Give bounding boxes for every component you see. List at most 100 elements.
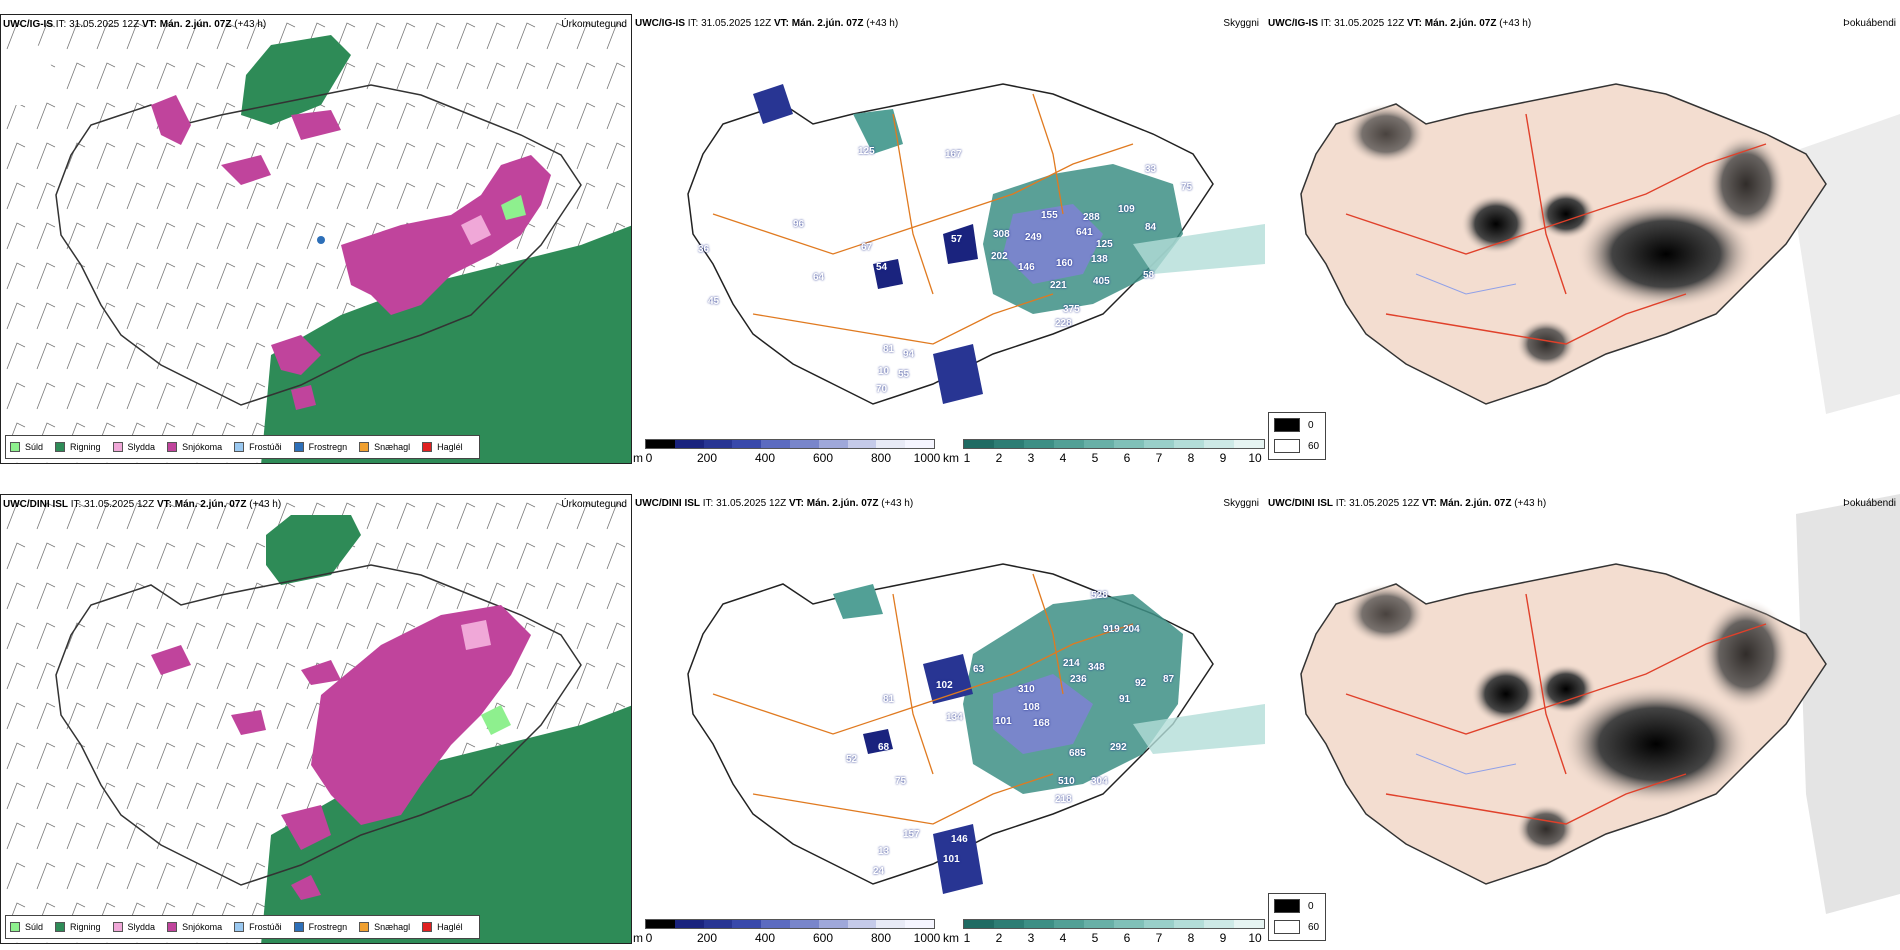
legend-swatch (55, 442, 66, 452)
legend-swatch (55, 922, 66, 932)
vt-label: VT: (141, 19, 157, 30)
tick-label: 200 (696, 451, 718, 465)
ceiling-label: 204 (1123, 624, 1140, 635)
legend-swatch (1274, 439, 1300, 453)
legend-label: Snæhagl (374, 442, 411, 452)
ceiling-label: 101 (943, 854, 960, 865)
ceiling-label: 125 (1096, 239, 1113, 250)
legend-label: Rigning (70, 922, 101, 932)
panel-title: Þokuábendi (1843, 18, 1896, 29)
legend-label: Frostregn (308, 442, 348, 452)
legend-swatch (1274, 418, 1300, 432)
legend-swatch (167, 442, 178, 452)
panel-header: UWC/DINI ISL IT: 31.05.2025 12Z VT: Mán.… (1268, 498, 1546, 509)
colorbar-cells (645, 919, 935, 929)
ceiling-label: 33 (1145, 164, 1157, 175)
visibility-colorbar: km 1 2 3 4 5 6 7 8 9 10 (943, 917, 1268, 945)
it-label: IT: (55, 19, 67, 30)
ceiling-label: 91 (1119, 694, 1131, 705)
tick-label: 10 (1248, 931, 1262, 945)
legend-swatch (359, 922, 370, 932)
colorbar-unit: m (633, 451, 643, 465)
ceiling-label: 214 (1063, 658, 1080, 669)
vt-label: VT: (156, 499, 172, 510)
panel-title: Úrkomutegund (561, 19, 627, 30)
tick-label: 600 (812, 451, 834, 465)
legend-swatch (422, 442, 433, 452)
lead-time: (+43 h) (249, 499, 282, 510)
legend-label: 0 (1308, 419, 1314, 431)
visibility-map (633, 14, 1265, 464)
legend-label: Snjókoma (182, 442, 223, 452)
ceiling-label: 138 (1091, 254, 1108, 265)
ceiling-label: 24 (873, 866, 885, 877)
tick-label: 800 (870, 451, 892, 465)
ceiling-label: 81 (883, 694, 895, 705)
legend-item: Snjókoma (167, 442, 222, 452)
ceiling-label: 92 (1135, 678, 1147, 689)
legend-swatch (112, 442, 123, 452)
legend-label: Haglél (437, 922, 463, 932)
ceiling-label: 54 (876, 262, 888, 273)
ceiling-label: 375 (1063, 304, 1080, 315)
legend-label: Haglél (437, 442, 463, 452)
ceiling-label: 87 (1163, 674, 1175, 685)
tick-label: 3 (1027, 451, 1035, 465)
ceiling-label: 101 (995, 716, 1012, 727)
legend-item: Snjókoma (167, 922, 222, 932)
tick-label: 2 (995, 451, 1003, 465)
ceiling-label: 288 (1083, 212, 1100, 223)
ceiling-label: 919 (1103, 624, 1120, 635)
it-value: 31.05.2025 12Z (84, 499, 155, 510)
colorbar-unit: km (943, 451, 959, 465)
legend-label: Súld (25, 922, 44, 932)
visibility-panel-row2: UWC/DINI ISL IT: 31.05.2025 12Z VT: Mán.… (633, 494, 1265, 944)
fog-legend-row: 0 (1274, 899, 1314, 913)
ceiling-label: 57 (951, 234, 963, 245)
ceiling-label: 308 (993, 229, 1010, 240)
legend-label: Slydda (127, 442, 156, 452)
ceiling-label: 55 (898, 369, 910, 380)
tick-label: 400 (754, 931, 776, 945)
visibility-colorbar: km 1 2 3 4 5 6 7 8 9 10 (943, 437, 1268, 465)
ceiling-label: 405 (1093, 276, 1110, 287)
lead-time: (+43 h) (1514, 498, 1547, 509)
ceiling-label: 58 (1143, 270, 1155, 281)
ceiling-label: 75 (895, 776, 907, 787)
ceiling-label: 102 (936, 680, 953, 691)
tick-label: 4 (1059, 451, 1067, 465)
legend-swatch (293, 442, 304, 452)
tick-label: 5 (1091, 451, 1099, 465)
visibility-panel-row1: UWC/IG-IS IT: 31.05.2025 12Z VT: Mán. 2.… (633, 14, 1265, 464)
tick-label: 7 (1155, 931, 1163, 945)
tick-label: 1000 (913, 931, 941, 945)
ceiling-label: 146 (951, 834, 968, 845)
fog-legend-row: 60 (1274, 920, 1319, 934)
legend-item: Frostregn (293, 442, 348, 452)
ceiling-label: 228 (1055, 318, 1072, 329)
ceiling-label: 52 (846, 754, 858, 765)
tick-label: 2 (995, 931, 1003, 945)
legend-swatch (1274, 920, 1300, 934)
vt-value: Mán. 2.jún. 07Z (174, 499, 247, 510)
ceiling-label: 221 (1050, 280, 1067, 291)
panel-header: UWC/DINI ISL IT: 31.05.2025 12Z VT: Mán.… (3, 499, 281, 510)
it-value: 31.05.2025 12Z (69, 19, 140, 30)
ceiling-label: 510 (1058, 776, 1075, 787)
ceiling-label: 236 (1070, 674, 1087, 685)
colorbar-unit: m (633, 931, 643, 945)
fog-legend: 0 60 (1268, 893, 1326, 941)
tick-label: 7 (1155, 451, 1163, 465)
legend-item: Rigning (55, 922, 101, 932)
legend-label: Súld (25, 442, 44, 452)
vt-value: Mán. 2.jún. 07Z (806, 498, 879, 509)
legend-label: 60 (1308, 921, 1320, 933)
ceiling-label: 63 (973, 664, 985, 675)
legend-swatch (167, 922, 178, 932)
tick-label: 4 (1059, 931, 1067, 945)
ceiling-label: 292 (1110, 742, 1127, 753)
ceiling-label: 70 (876, 384, 888, 395)
tick-label: 400 (754, 451, 776, 465)
colorbar-cells (963, 439, 1265, 449)
precip-legend: Súld Rigning Slydda Snjókoma Frostúði Fr… (5, 915, 480, 939)
